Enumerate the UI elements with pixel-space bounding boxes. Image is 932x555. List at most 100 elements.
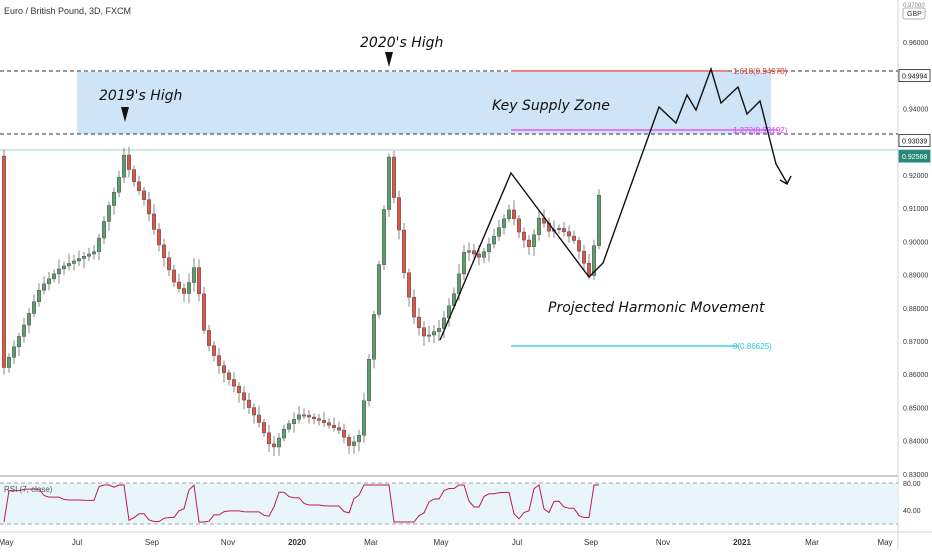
candle-body <box>582 250 587 264</box>
candle-body <box>532 234 537 247</box>
candle-body <box>37 289 42 303</box>
candle-body <box>236 385 241 393</box>
candle-body <box>397 197 402 231</box>
candle-body <box>131 169 136 183</box>
fib-label-0: 0(0.86625) <box>733 342 772 351</box>
candle-body <box>302 414 307 417</box>
candle-body <box>47 278 52 285</box>
candle-body <box>462 252 467 275</box>
candle-body <box>136 181 141 192</box>
candle-body <box>116 176 121 193</box>
candle-body <box>472 250 477 255</box>
time-tick-label: Jul <box>72 538 82 547</box>
candle-body <box>537 217 542 235</box>
candle-body <box>156 229 161 246</box>
price-tick-label: 0.84000 <box>903 439 928 446</box>
rsi-pane: RSI (7, close) 80.00 40.00 <box>0 481 921 525</box>
time-tick-label: May <box>0 538 14 547</box>
price-axis[interactable]: 0.97000 GBP 0.960000.950000.940000.93000… <box>898 3 931 479</box>
currency-badge[interactable] <box>902 7 926 20</box>
candle-body <box>597 195 602 246</box>
label-projection: Projected Harmonic Movement <box>548 300 765 316</box>
candle-body <box>517 218 522 233</box>
price-tick-label: 0.85000 <box>903 405 928 412</box>
price-tick-label: 0.90000 <box>903 239 928 246</box>
candle-body <box>512 209 517 220</box>
candle-body <box>307 415 312 418</box>
candle-body <box>332 424 337 428</box>
candle-body <box>527 239 532 247</box>
candle-body <box>151 213 156 230</box>
rsi-tick-80: 80.00 <box>903 481 921 488</box>
candle-body <box>246 399 251 408</box>
time-tick-label: 2021 <box>733 538 751 547</box>
candle-body <box>522 231 527 241</box>
candle-body <box>166 257 171 271</box>
candle-body <box>352 441 357 446</box>
candle-body <box>562 228 567 232</box>
candle-body <box>492 236 497 245</box>
projection-arrow-head <box>779 175 792 185</box>
candle-body <box>572 235 577 241</box>
candle-body <box>86 253 91 257</box>
candle-body <box>322 420 327 423</box>
candle-body <box>241 392 246 401</box>
candle-body <box>206 330 211 346</box>
candle-body <box>231 379 236 387</box>
time-tick-label: Mar <box>805 538 819 547</box>
candle-body <box>221 365 226 374</box>
arrow-down-icon <box>121 107 129 122</box>
candle-body <box>357 435 362 443</box>
candle-body <box>22 324 27 337</box>
candle-body <box>417 316 422 328</box>
time-tick-label: May <box>433 538 448 547</box>
rsi-tick-40: 40.00 <box>903 508 921 515</box>
candle-body <box>32 301 37 314</box>
candle-body <box>437 328 442 332</box>
horizontal-levels <box>0 70 898 151</box>
candle-body <box>557 228 562 230</box>
candle-body <box>507 209 512 220</box>
price-tick-label: 0.96000 <box>903 40 928 47</box>
time-tick-label: Sep <box>145 538 160 547</box>
price-label-box <box>898 149 931 163</box>
candlestick-series <box>2 146 602 457</box>
candle-body <box>126 154 131 170</box>
candle-body <box>277 437 282 448</box>
candle-body <box>592 245 597 276</box>
candle-body <box>52 273 57 280</box>
fib-label-1618: 1.618(0.94978) <box>733 67 788 76</box>
candle-body <box>427 334 432 337</box>
candle-body <box>497 227 502 237</box>
candle-body <box>111 192 116 206</box>
candle-body <box>297 414 302 420</box>
rsi-label: RSI (7, close) <box>4 485 53 494</box>
candle-body <box>71 260 76 264</box>
candle-body <box>6 356 11 368</box>
candle-body <box>587 263 592 276</box>
label-supply-zone: Key Supply Zone <box>492 98 610 114</box>
candle-body <box>337 427 342 431</box>
annotation-2020-high: 2020's High <box>360 35 443 67</box>
candle-body <box>487 243 492 252</box>
fib-label-1272: 1.272(0.93192) <box>733 126 788 135</box>
label-2019-high: 2019's High <box>99 88 182 104</box>
price-axis-top-value: 0.97000 <box>903 3 925 9</box>
candle-body <box>27 313 32 326</box>
candle-body <box>161 244 166 258</box>
rsi-line <box>3 484 599 523</box>
time-axis[interactable]: May Jul Sep Nov 2020 Mar May Jul Sep Nov 2021 Mar Ma… <box>0 538 893 547</box>
candle-body <box>181 288 186 294</box>
candle-body <box>81 256 86 259</box>
candle-body <box>422 327 427 337</box>
price-tick-label: 0.87000 <box>903 339 928 346</box>
price-label: 0.93039 <box>902 138 927 145</box>
candle-body <box>402 229 407 273</box>
candle-body <box>282 428 287 439</box>
candle-body <box>2 155 6 368</box>
annotation-2019-high: 2019's High <box>99 88 182 122</box>
candle-body <box>327 422 332 426</box>
candle-body <box>146 199 151 215</box>
